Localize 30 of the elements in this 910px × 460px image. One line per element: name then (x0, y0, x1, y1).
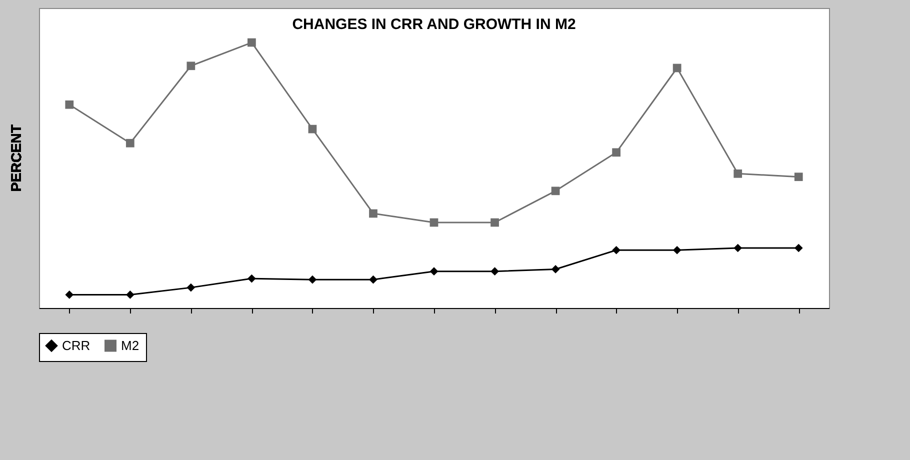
point (186, 62, 196, 70)
point (369, 209, 378, 218)
point (308, 124, 317, 134)
point (734, 169, 742, 178)
y-axis-title: PERCENT (8, 124, 24, 192)
point (126, 290, 134, 299)
point (794, 244, 803, 252)
point (612, 246, 620, 254)
point (490, 218, 499, 227)
point (612, 148, 620, 157)
point (551, 265, 560, 274)
point (672, 64, 682, 72)
point (430, 267, 438, 276)
point (248, 274, 256, 283)
point (248, 38, 256, 47)
point (430, 218, 438, 227)
legend-label: M2 (121, 338, 140, 353)
point (369, 275, 378, 284)
point (65, 290, 74, 299)
legend-label: CRR (62, 338, 90, 353)
point (186, 283, 196, 292)
point (490, 267, 499, 276)
point (672, 246, 682, 254)
point (65, 100, 74, 109)
point (308, 275, 317, 284)
point (734, 244, 742, 252)
point (551, 186, 560, 196)
chart-title: CHANGES IN CRR AND GROWTH IN M2 (292, 16, 576, 33)
point (794, 172, 803, 182)
point (126, 138, 134, 148)
